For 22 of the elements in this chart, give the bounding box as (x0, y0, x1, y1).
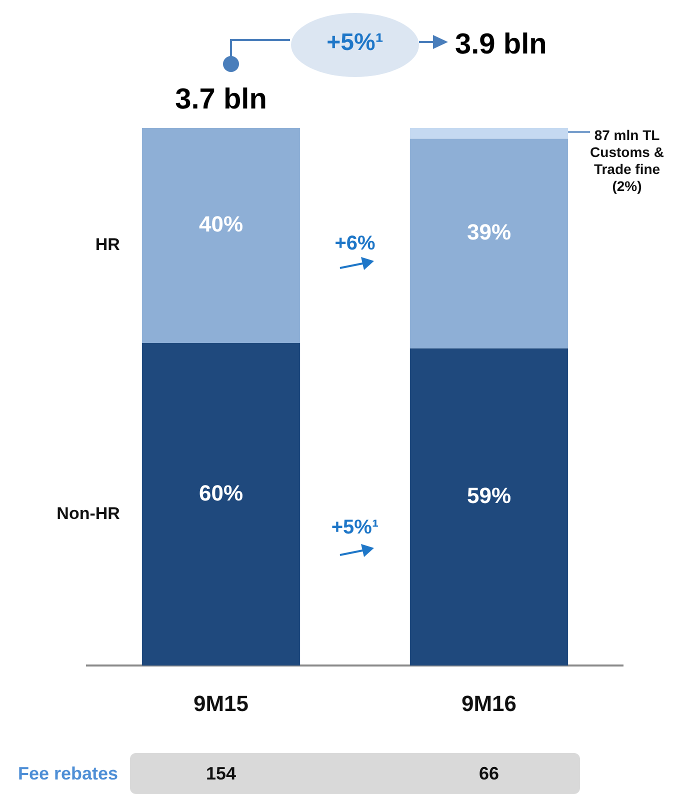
data-label: 60% (198, 480, 244, 506)
series-label: HR (95, 235, 120, 254)
bar (410, 128, 568, 139)
data-label: 39% (466, 220, 512, 245)
annotation: +5%¹ (331, 516, 379, 540)
text: 66 (478, 764, 500, 784)
bar (410, 348, 568, 666)
text: 3.9 bln (455, 28, 547, 62)
text: Fee rebates (18, 764, 118, 784)
x-tick-label: 9M15 (193, 690, 249, 716)
data-label: 59% (466, 483, 512, 508)
data-label: 87 mln TL Customs & Trade fine (2%) (590, 126, 664, 194)
annotation: +6% (334, 232, 376, 256)
bar (410, 138, 568, 348)
text: 154 (206, 764, 236, 784)
bar (142, 128, 300, 344)
text: 3.7 bln (175, 83, 267, 117)
data-label: 40% (198, 212, 244, 237)
x-tick-label: 9M16 (461, 690, 517, 716)
text: +5%¹ (326, 29, 384, 57)
bar (142, 343, 300, 666)
series-label: Non-HR (56, 504, 120, 524)
